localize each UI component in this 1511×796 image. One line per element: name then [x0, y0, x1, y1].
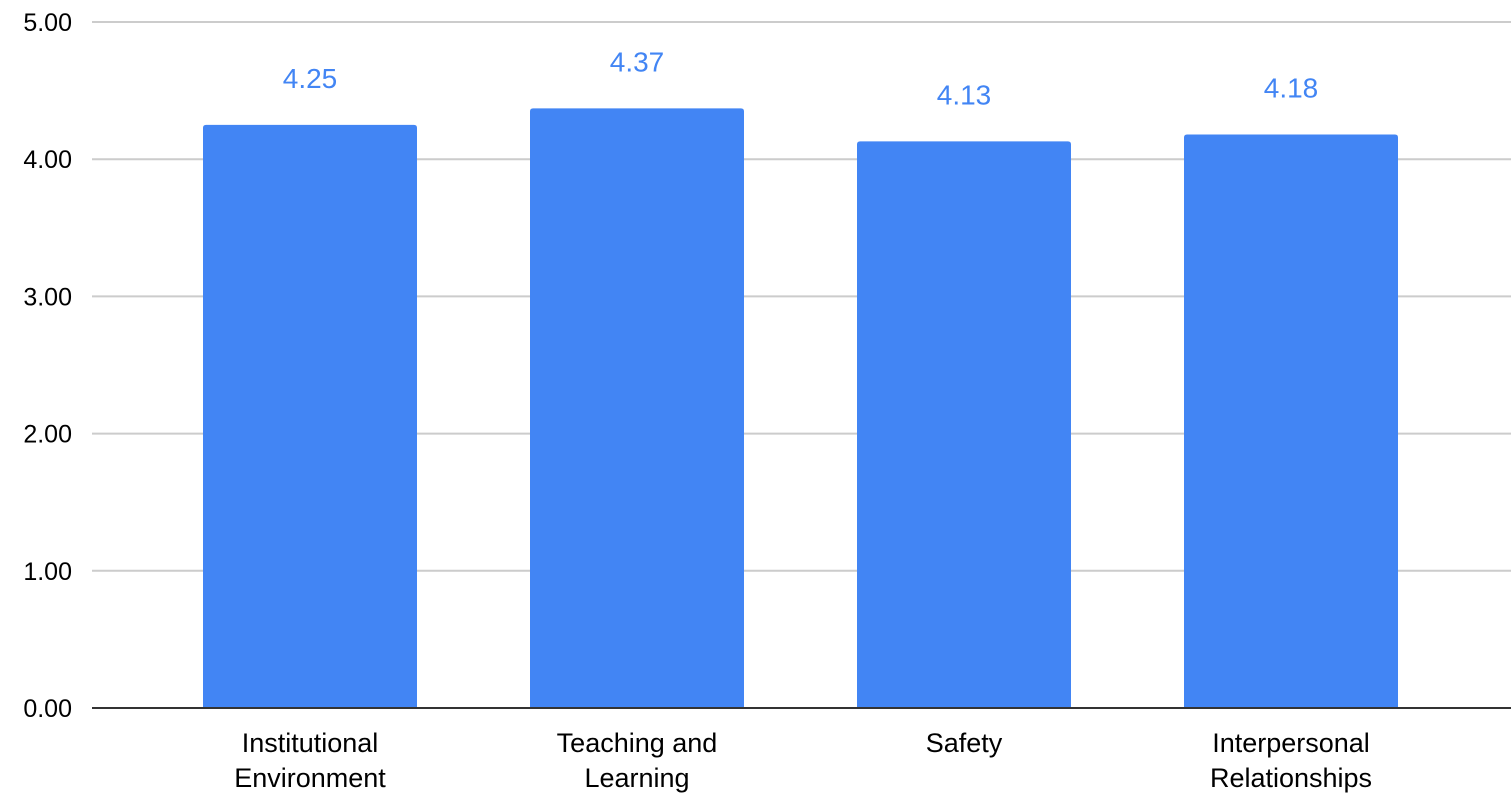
y-tick-label: 5.00: [23, 9, 72, 37]
data-label: 4.18: [1264, 73, 1319, 104]
bar: [1184, 134, 1398, 708]
data-label: 4.13: [937, 79, 992, 110]
x-category-label: Interpersonal: [1212, 728, 1370, 758]
bar: [857, 141, 1071, 708]
data-labels: 4.25 4.37 4.13 4.18: [283, 46, 1319, 110]
x-category-label: Learning: [584, 763, 689, 793]
x-category-label: Teaching and: [557, 728, 718, 758]
bar: [530, 108, 744, 709]
bar: [203, 124, 417, 708]
bars: [203, 108, 1398, 709]
x-axis-category-labels: Institutional Environment Teaching and Lear…: [234, 728, 1372, 793]
y-tick-label: 3.00: [23, 283, 72, 311]
x-category-label: Institutional: [242, 728, 379, 758]
y-tick-label: 2.00: [23, 421, 72, 449]
y-tick-label: 1.00: [23, 558, 72, 586]
data-label: 4.25: [283, 63, 338, 94]
x-category-label: Relationships: [1210, 763, 1372, 793]
y-tick-label: 4.00: [23, 146, 72, 174]
y-axis-tick-labels: 0.00 1.00 2.00 3.00 4.00 5.00: [23, 9, 72, 723]
y-tick-label: 0.00: [23, 695, 72, 723]
data-label: 4.37: [610, 46, 665, 77]
x-category-label: Environment: [234, 763, 386, 793]
x-category-label: Safety: [926, 728, 1003, 758]
